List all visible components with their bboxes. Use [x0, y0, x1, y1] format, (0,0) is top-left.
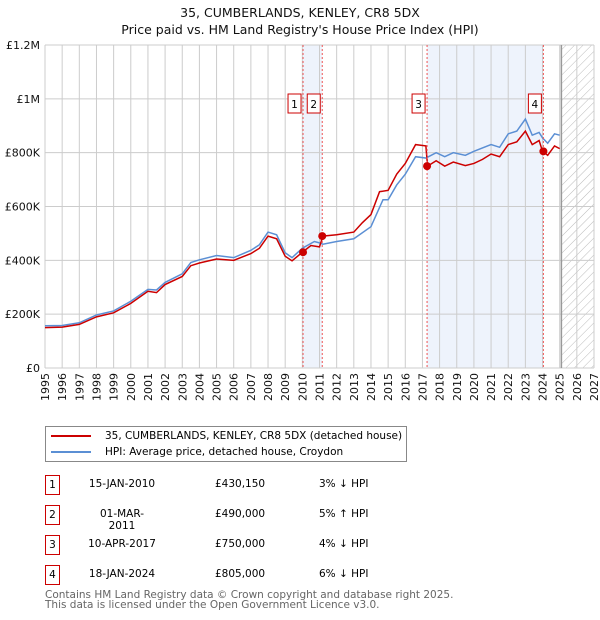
x-tick-label: 2017	[416, 373, 429, 401]
sale-row: 2 01-MAR-2011 £490,000 5% ↑ HPI	[45, 505, 425, 532]
x-tick-label: 2015	[382, 373, 395, 401]
legend-blue-line	[51, 451, 91, 453]
x-tick-label: 2016	[399, 373, 412, 401]
y-tick-label: £0	[26, 362, 40, 375]
x-tick-label: 2006	[228, 373, 241, 401]
x-tick-label: 1998	[90, 373, 103, 401]
x-tick-label: 2004	[193, 373, 206, 401]
y-tick-label: £400K	[5, 254, 41, 267]
hpi-line	[44, 117, 560, 327]
x-tick-label: 2011	[314, 373, 327, 401]
x-tick-label: 2023	[519, 373, 532, 401]
legend-label-property: 35, CUMBERLANDS, KENLEY, CR8 5DX (detach…	[105, 430, 403, 442]
x-tick-label: 2007	[245, 373, 258, 401]
x-tick-label: 2019	[451, 373, 464, 401]
x-tick-label: 2009	[279, 373, 292, 401]
footer: Contains HM Land Registry data © Crown c…	[45, 589, 454, 611]
sale-point	[299, 248, 308, 257]
y-tick-label: £800K	[5, 147, 41, 160]
sale-point	[539, 147, 548, 156]
footer-line-2: This data is licensed under the Open Gov…	[45, 599, 380, 611]
sale-date: 18-JAN-2024	[88, 568, 156, 580]
sale-label-number: 4	[532, 99, 539, 111]
legend: 35, CUMBERLANDS, KENLEY, CR8 5DX (detach…	[45, 426, 407, 462]
x-tick-label: 2010	[296, 373, 309, 401]
y-tick-label: £1M	[17, 93, 41, 106]
x-tick-label: 2024	[537, 373, 550, 401]
sale-number: 1	[45, 475, 60, 495]
x-tick-label: 2022	[502, 373, 515, 401]
sale-label-box	[306, 93, 321, 114]
sale-price: £430,150	[215, 478, 266, 490]
sale-point	[423, 162, 432, 171]
sale-label-number: 1	[291, 99, 298, 111]
sale-row: 4 18-JAN-2024 £805,000 6% ↓ HPI	[45, 565, 425, 585]
x-tick-label: 2018	[434, 373, 447, 401]
sale-hpi-diff: 3% ↓ HPI	[319, 478, 369, 490]
property-price-line	[44, 129, 561, 329]
sale-hpi-diff: 4% ↓ HPI	[319, 538, 369, 550]
sale-hpi-diff: 6% ↓ HPI	[319, 568, 369, 580]
x-tick-label: 2000	[125, 373, 138, 401]
price-chart: 1995 1996 1997 1998 1999 2000 2001 2002 2003 2004…	[5, 39, 600, 401]
x-tick-label: 1996	[56, 373, 69, 401]
x-tick-label: 2005	[211, 373, 224, 401]
x-tick-label: 2014	[365, 373, 378, 401]
x-tick-label: 2026	[571, 373, 584, 401]
x-tick-label: 1997	[73, 373, 86, 401]
x-tick-label: 2003	[176, 373, 189, 401]
x-tick-label: 2025	[554, 373, 567, 401]
sale-label-box	[527, 93, 542, 114]
sale-price: £490,000	[215, 508, 266, 520]
x-tick-label: 1995	[39, 373, 52, 401]
sale-number: 3	[45, 535, 60, 555]
sale-label-number: 2	[310, 99, 317, 111]
x-tick-label: 2008	[262, 373, 275, 401]
chart-title: 35, CUMBERLANDS, KENLEY, CR8 5DX	[180, 5, 420, 20]
x-tick-label: 2012	[331, 373, 344, 401]
sale-label-box	[287, 93, 302, 114]
x-tick-label: 2027	[588, 373, 600, 401]
sale-number: 2	[45, 505, 60, 525]
x-tick-label: 2021	[485, 373, 498, 401]
chart-subtitle: Price paid vs. HM Land Registry's House …	[121, 22, 479, 37]
sale-date: 15-JAN-2010	[88, 478, 156, 490]
sale-row: 1 15-JAN-2010 £430,150 3% ↓ HPI	[45, 475, 425, 495]
sale-price: £750,000	[215, 538, 266, 550]
sale-price: £805,000	[215, 568, 266, 580]
x-tick-label: 1999	[108, 373, 121, 401]
legend-label-hpi: HPI: Average price, detached house, Croy…	[105, 446, 344, 458]
y-tick-label: £600K	[5, 201, 41, 214]
x-tick-label: 2020	[468, 373, 481, 401]
y-tick-label: £1.2M	[6, 39, 40, 52]
sale-point	[318, 232, 327, 241]
sale-date: 01-MAR-2011	[99, 508, 145, 532]
x-tick-label: 2013	[348, 373, 361, 401]
x-tick-label: 2002	[159, 373, 172, 401]
sale-row: 3 10-APR-2017 £750,000 4% ↓ HPI	[45, 535, 425, 555]
footer-line-1: Contains HM Land Registry data © Crown c…	[45, 589, 454, 601]
sale-date: 10-APR-2017	[88, 538, 156, 550]
sale-hpi-diff: 5% ↑ HPI	[319, 508, 369, 520]
sale-label-number: 3	[415, 99, 422, 111]
sale-label-box	[411, 93, 426, 114]
legend-red-line	[51, 435, 91, 437]
y-tick-label: £200K	[5, 308, 41, 321]
x-tick-label: 2001	[142, 373, 155, 401]
sale-number: 4	[45, 565, 60, 585]
